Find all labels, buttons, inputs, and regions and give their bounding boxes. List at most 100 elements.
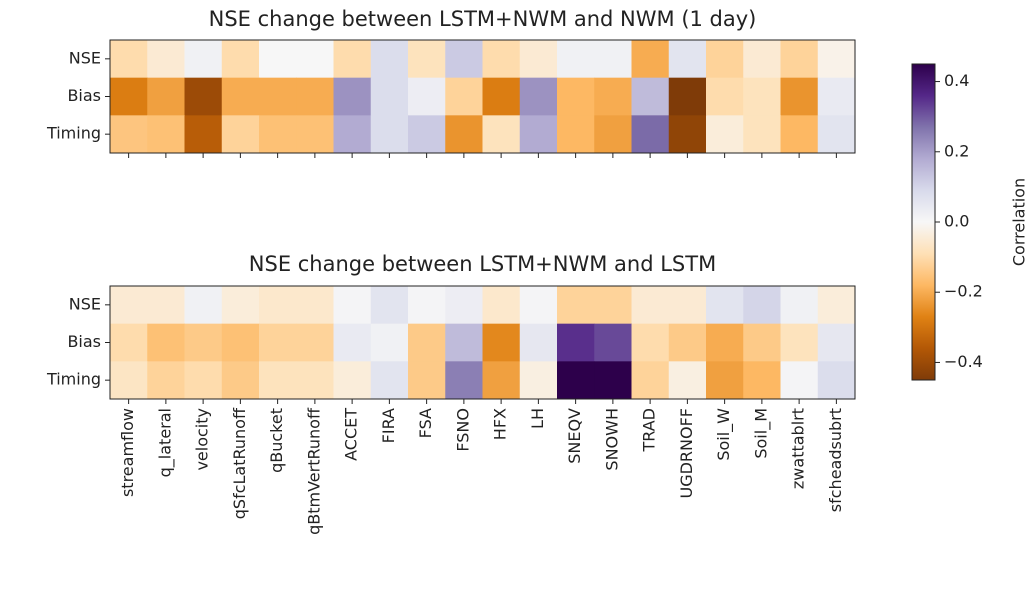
heatmap-cell [333,40,372,79]
heatmap-cell [221,115,260,154]
x-tick-label: FIRA [379,408,398,443]
x-tick-label: SNEQV [565,408,584,464]
chart-title: NSE change between LSTM+NWM and NWM (1 d… [209,7,757,31]
heatmap-cell [780,115,819,154]
heatmap-cell [445,361,483,400]
y-tick-label: Timing [46,370,101,389]
heatmap-cell [631,115,670,154]
heatmap-cell [743,286,781,325]
heatmap-cell [743,115,781,154]
x-tick-label: qBucket [267,408,286,473]
heatmap-cell [594,361,632,400]
heatmap-cell [333,323,372,362]
heatmap-cell [519,77,558,116]
heatmap-cell [184,361,223,400]
heatmap-cell [370,286,409,325]
heatmap-cell [221,361,260,400]
heatmap-cell [817,40,856,79]
heatmap-cell [110,115,148,154]
heatmap-cell [482,286,521,325]
heatmap-cell [147,77,185,116]
heatmap-cell [333,115,372,154]
x-tick-label: Soil_W [714,408,734,461]
heatmap-cell [110,40,148,79]
heatmap-cell [817,361,856,400]
heatmap-cell [631,361,670,400]
heatmap-cell [706,40,744,79]
heatmap-cell [557,40,595,79]
heatmap-cell [706,77,744,116]
heatmap-cell [743,323,781,362]
heatmap-cell [408,286,446,325]
heatmap-cell [817,286,856,325]
heatmap-cell [259,361,297,400]
x-tick-label: LH [528,408,547,429]
heatmap-cell [147,361,185,400]
x-tick-label: FSNO [453,408,472,452]
heatmap-cell [296,286,334,325]
heatmap-cell [594,115,632,154]
x-tick-label: q_lateral [155,408,175,477]
heatmap-cell [445,115,483,154]
heatmap-cell [668,40,707,79]
heatmap-cell [333,77,372,116]
heatmap-cell [445,40,483,79]
x-tick-label: zwattablrt [789,408,808,489]
x-tick-label: ACCET [342,408,361,461]
x-tick-label: SNOWH [602,408,621,471]
x-tick-label: sfcheadsubrt [826,408,845,512]
y-tick-label: Timing [46,124,101,143]
x-tick-label: streamflow [118,408,137,497]
heatmap-cell [408,115,446,154]
heatmap-cell [259,115,297,154]
heatmap-cell [408,361,446,400]
heatmap-cell [519,115,558,154]
colorbar-tick-label: 0.2 [944,141,969,160]
heatmap-cell [259,77,297,116]
heatmap-cell [184,77,223,116]
heatmap-cell [631,323,670,362]
x-tick-label: FSA [416,408,435,438]
x-tick-label: qSfcLatRunoff [230,407,249,519]
heatmap-cell [743,361,781,400]
y-tick-label: NSE [69,294,101,313]
heatmap-cell [817,115,856,154]
heatmap-cell [743,77,781,116]
x-tick-label: Soil_M [751,408,771,459]
heatmap-cell [519,286,558,325]
heatmap-cell [221,286,260,325]
heatmap-cell [184,323,223,362]
colorbar-label: Correlation [1010,178,1029,266]
heatmap-cell [147,323,185,362]
heatmap-cell [668,286,707,325]
heatmap-cell [668,115,707,154]
heatmap-cell [184,286,223,325]
heatmap-cell [296,115,334,154]
heatmap-cell [594,40,632,79]
heatmap-cell [631,77,670,116]
heatmap-cell [110,361,148,400]
heatmap-cell [482,77,521,116]
y-tick-label: NSE [69,48,101,67]
heatmap-cell [110,77,148,116]
heatmap-cell [519,40,558,79]
heatmap-cell [817,323,856,362]
heatmap-cell [259,40,297,79]
heatmap-cell [370,323,409,362]
heatmap-cell [780,286,819,325]
heatmap-cell [780,40,819,79]
colorbar-tick-label: 0.0 [944,212,969,231]
heatmap-cell [482,323,521,362]
heatmap-cell [557,361,595,400]
heatmap-cell [482,40,521,79]
heatmap-cell [817,77,856,116]
heatmap-cell [445,77,483,116]
heatmap-cell [296,77,334,116]
chart-title: NSE change between LSTM+NWM and LSTM [249,252,716,276]
heatmap-cell [147,40,185,79]
colorbar-tick-label: 0.4 [944,71,969,90]
heatmap-cell [594,286,632,325]
heatmap-cell [184,40,223,79]
heatmap-cell [184,115,223,154]
heatmap-cell [259,323,297,362]
